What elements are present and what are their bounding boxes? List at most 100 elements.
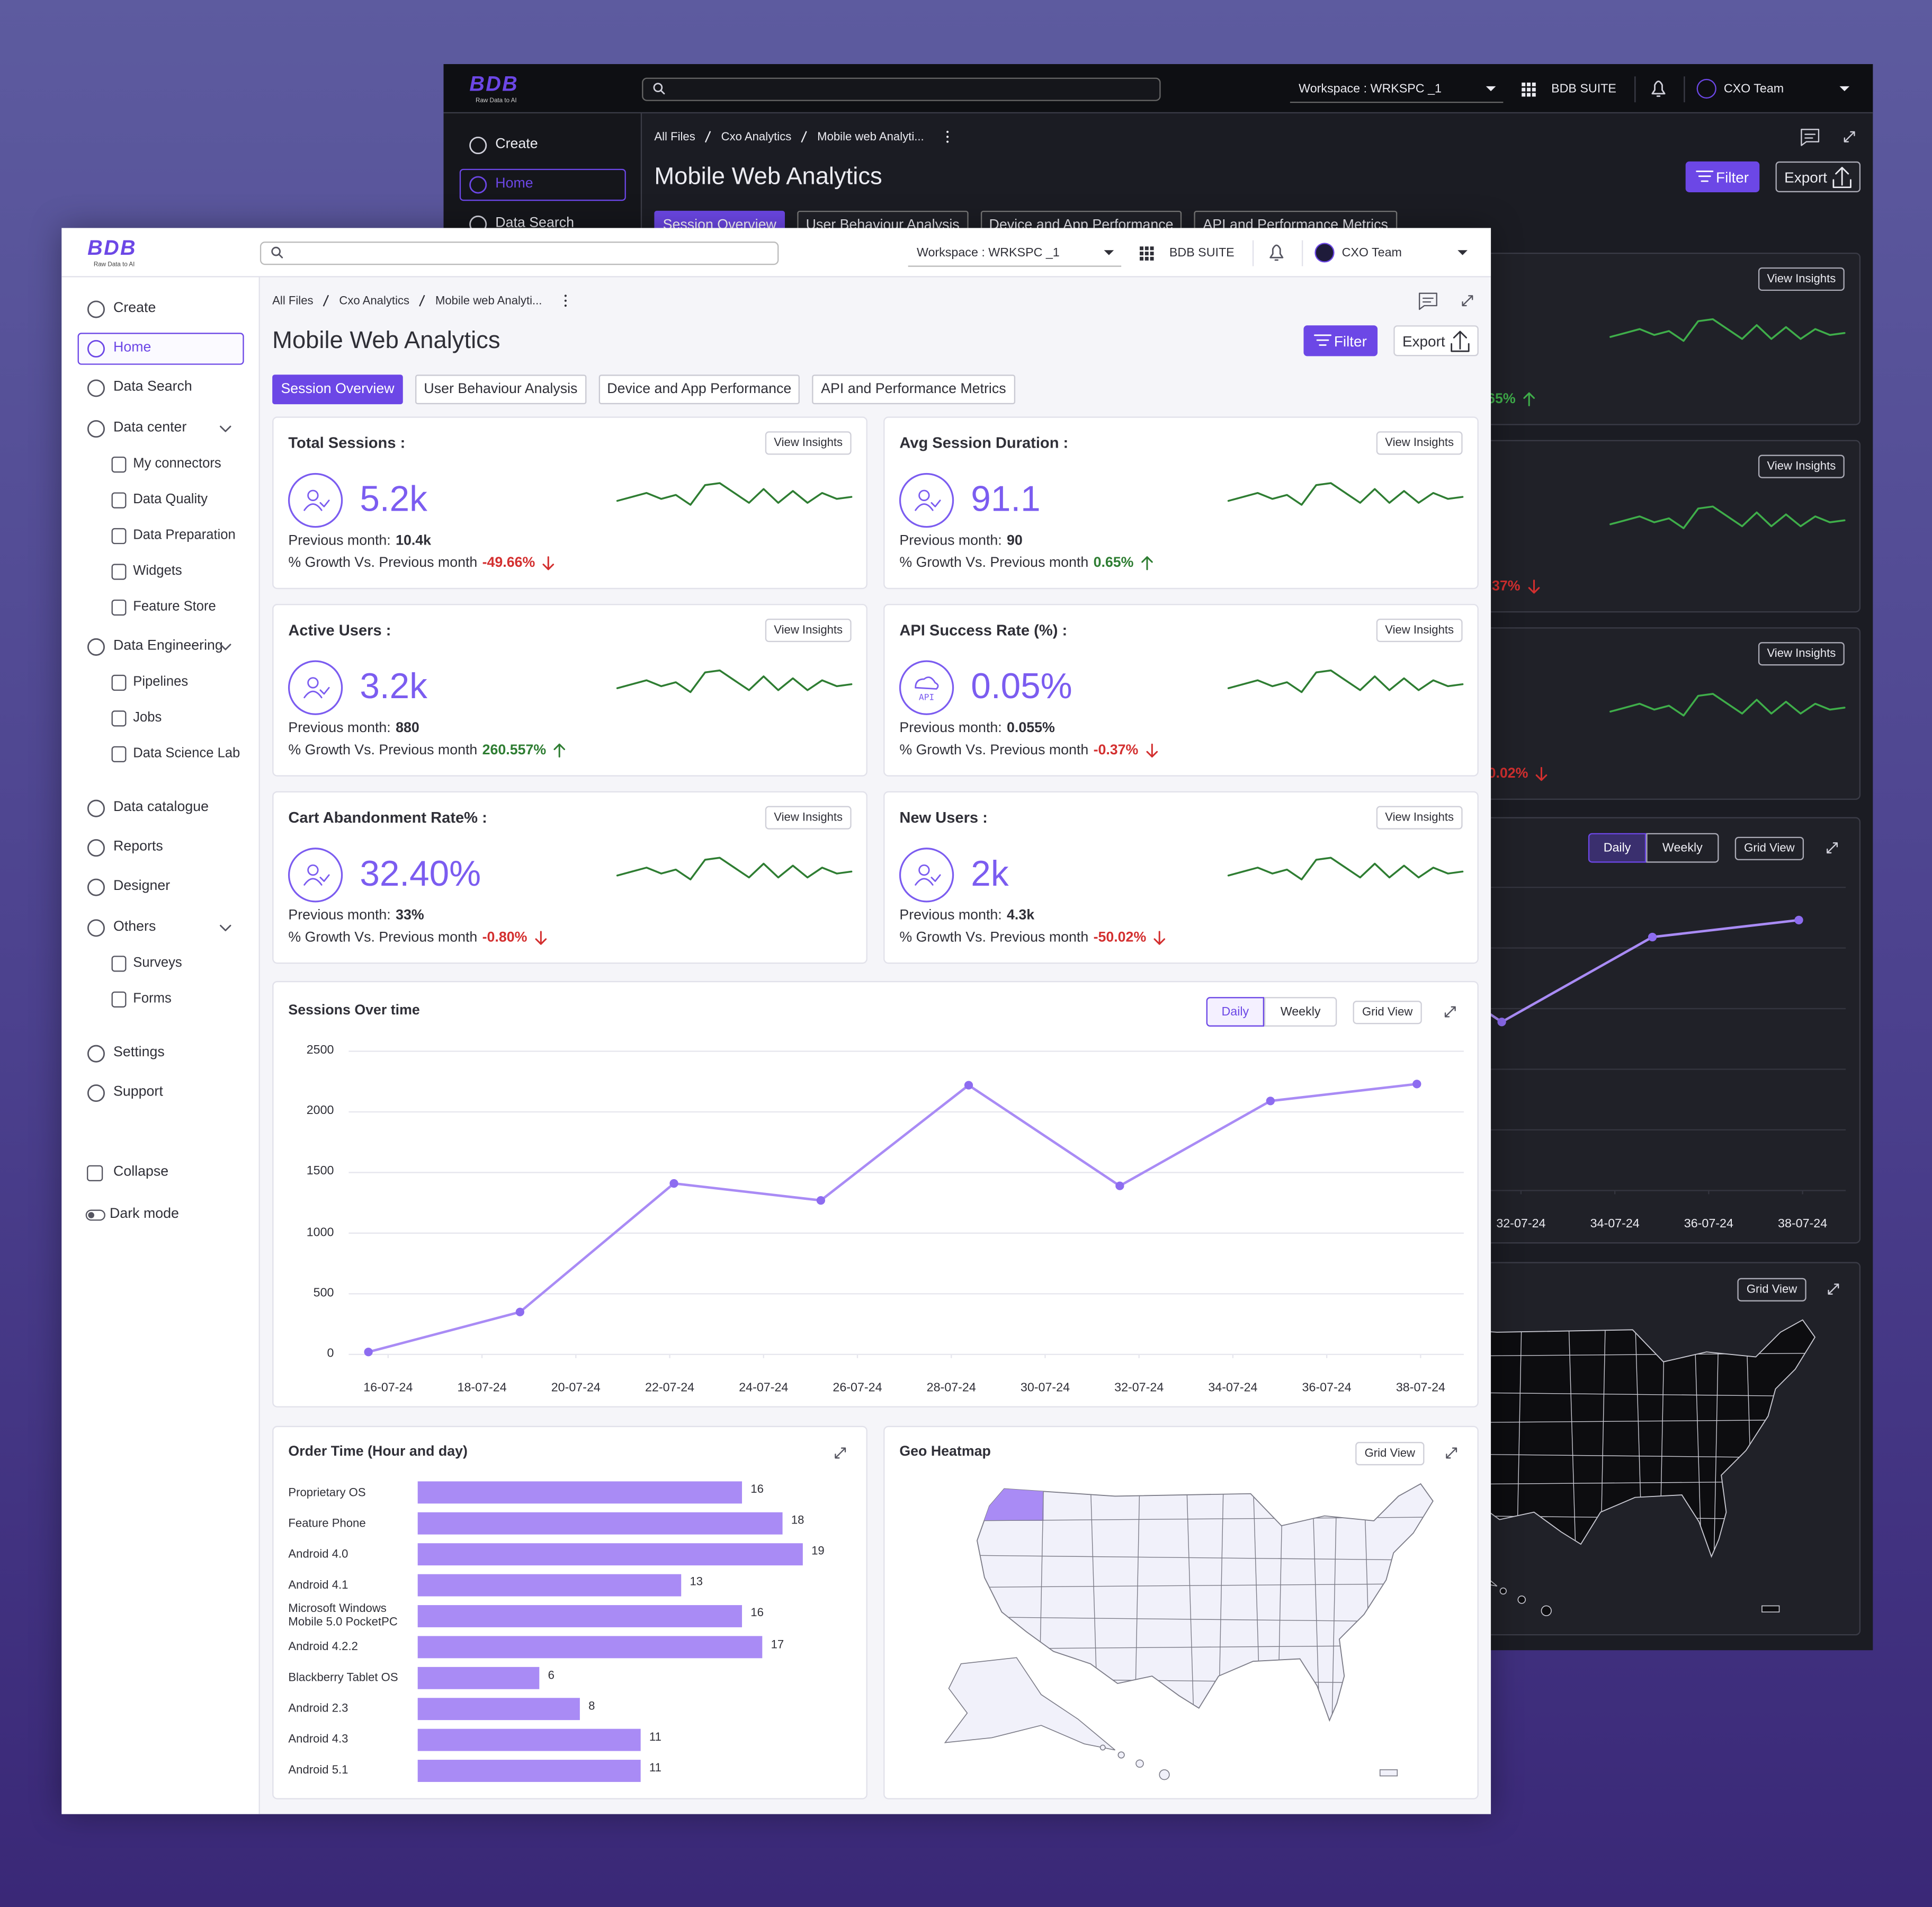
view-insights-button[interactable]: View Insights — [765, 431, 852, 455]
grid-view-button[interactable]: Grid View — [1353, 1001, 1422, 1024]
nav-item[interactable]: Data catalogue — [113, 800, 209, 815]
y-tick-label: 500 — [313, 1286, 334, 1300]
nav-item[interactable]: Create — [113, 300, 156, 316]
previous-label: Previous month: — [288, 533, 391, 549]
nav-item[interactable]: Others — [113, 919, 156, 934]
view-insights-button[interactable]: View Insights — [1758, 455, 1845, 478]
nav-subitem[interactable]: Forms — [133, 991, 172, 1006]
breadcrumb-item[interactable]: Cxo Analytics — [339, 293, 410, 308]
nav-item[interactable]: Home — [113, 340, 151, 355]
filter-button[interactable]: Filter — [1303, 325, 1378, 357]
team-select[interactable]: CXO Team — [1341, 246, 1402, 260]
growth-line: % Growth Vs. Previous month-50.02% — [899, 928, 1318, 948]
tab[interactable]: User Behaviour Analysis — [415, 375, 586, 405]
previous-line: Previous month: 4.3k — [899, 906, 1293, 925]
toggle-button[interactable]: Daily — [1588, 833, 1647, 863]
y-tick-label: 1000 — [306, 1225, 334, 1240]
arrow — [1528, 580, 1540, 594]
growth-label: % Growth Vs. Previous month — [899, 556, 1089, 571]
nav-subitem[interactable]: Data Quality — [133, 492, 208, 507]
growth-value: 260.557% — [482, 743, 547, 758]
view-insights-button[interactable]: View Insights — [1758, 642, 1845, 666]
nav-subitem[interactable]: Feature Store — [133, 599, 216, 614]
toggle-button[interactable]: Weekly — [1646, 833, 1719, 863]
grid-view-button[interactable]: Grid View — [1734, 836, 1804, 860]
view-insights-button[interactable]: View Insights — [1376, 806, 1463, 830]
nav-subitem[interactable]: Surveys — [133, 956, 182, 970]
export-button[interactable]: Export — [1393, 325, 1479, 357]
view-insights-button[interactable]: View Insights — [765, 806, 852, 830]
chart-title: Geo Heatmap — [899, 1444, 991, 1459]
metric-title: API Success Rate (%) : — [899, 621, 1068, 639]
data-label: 6 — [548, 1668, 554, 1682]
nav-item[interactable]: Settings — [113, 1045, 165, 1061]
growth-value: -0.37% — [1093, 743, 1139, 758]
nav-item[interactable]: Reports — [113, 839, 163, 854]
nav-subitem[interactable]: Data Preparation — [133, 528, 236, 543]
filter-button[interactable]: Filter — [1685, 161, 1760, 192]
light-window: BDB Raw Data to AI Workspace : WRKSPC _1 BD… — [61, 228, 1491, 1814]
chart-card — [272, 981, 1479, 1407]
nav-item[interactable]: Data Search — [113, 379, 192, 395]
breadcrumb-item[interactable]: All Files — [272, 293, 314, 308]
logo: BDB — [469, 72, 519, 96]
growth-line: % Growth Vs. Previous month -0.37% — [899, 741, 1318, 760]
tab[interactable]: Session Overview — [272, 375, 403, 405]
breadcrumb-item[interactable]: Mobile web Analyti... — [817, 130, 924, 144]
toggle-button[interactable]: Daily — [1206, 997, 1265, 1027]
grid-view-button[interactable]: Grid View — [1355, 1442, 1425, 1466]
view-insights-button[interactable]: View Insights — [1758, 267, 1845, 291]
breadcrumb-item[interactable]: Cxo Analytics — [721, 130, 792, 144]
nav-item[interactable]: Data Engineering — [113, 638, 223, 654]
growth-arrow — [553, 743, 566, 758]
metric-title: Cart Abandonment Rate% : — [288, 809, 487, 826]
y-tick-label: 2500 — [306, 1044, 334, 1058]
x-tick-label: 32-07-24 — [1496, 1217, 1546, 1232]
growth-value: 0.65% — [1093, 556, 1134, 571]
tab[interactable]: API and Performance Metrics — [812, 375, 1015, 405]
toggle-button[interactable]: Weekly — [1264, 997, 1337, 1027]
nav-item[interactable]: Support — [113, 1084, 163, 1100]
x-tick-label: 20-07-24 — [551, 1382, 601, 1395]
growth-line: % Growth Vs. Previous month -49.66% — [288, 554, 707, 573]
nav-subitem[interactable]: Widgets — [133, 564, 182, 579]
metric-title: Total Sessions : — [288, 434, 406, 452]
nav-subitem[interactable]: Jobs — [133, 710, 162, 725]
previous-line: Previous month: 0.055% — [899, 718, 1293, 738]
breadcrumb: All Files Cxo Analytics Mobile web Analyti… — [272, 292, 642, 309]
nav-subitem[interactable]: Data Science Lab — [133, 746, 240, 761]
search-box[interactable] — [642, 77, 1161, 101]
suite-label[interactable]: BDB SUITE — [1551, 82, 1616, 96]
nav-item[interactable]: Home — [495, 176, 533, 191]
x-tick-label: 36-07-24 — [1302, 1382, 1352, 1395]
active-nav — [77, 333, 244, 365]
nav-item[interactable]: Designer — [113, 879, 171, 894]
previous-line: Previous month: 33% — [288, 906, 682, 925]
metric-title: Avg Session Duration : — [899, 434, 1069, 452]
workspace-select[interactable]: Workspace : WRKSPC _1 — [1299, 82, 1442, 96]
view-insights-button[interactable]: View Insights — [1376, 431, 1463, 455]
search-box[interactable] — [260, 241, 779, 265]
nav-subitem[interactable]: Pipelines — [133, 674, 189, 690]
view-insights-button[interactable]: View Insights — [765, 618, 852, 643]
arrow — [1141, 556, 1153, 571]
breadcrumb-item[interactable]: All Files — [654, 130, 695, 144]
dark-mode-toggle[interactable]: Dark mode — [110, 1206, 179, 1222]
view-insights-button[interactable]: View Insights — [1376, 618, 1463, 643]
suite-label[interactable]: BDB SUITE — [1169, 246, 1235, 260]
growth-arrow — [543, 556, 554, 571]
workspace-select[interactable]: Workspace : WRKSPC _1 — [916, 246, 1060, 260]
collapse-button[interactable]: Collapse — [113, 1164, 169, 1180]
breadcrumb-separator — [419, 295, 426, 307]
tab[interactable]: Device and App Performance — [598, 375, 800, 405]
metric-title: New Users : — [899, 809, 988, 826]
grid-view-button[interactable]: Grid View — [1737, 1278, 1806, 1302]
team-select[interactable]: CXO Team — [1723, 82, 1784, 96]
nav-subitem[interactable]: My connectors — [133, 456, 221, 471]
nav-item[interactable]: Data center — [113, 420, 187, 435]
x-tick-label: 16-07-24 — [363, 1382, 413, 1395]
nav-item[interactable]: Create — [495, 137, 538, 152]
export-button[interactable]: Export — [1775, 161, 1861, 192]
chart-card — [883, 1425, 1479, 1799]
breadcrumb-item[interactable]: Mobile web Analyti... — [435, 293, 542, 308]
